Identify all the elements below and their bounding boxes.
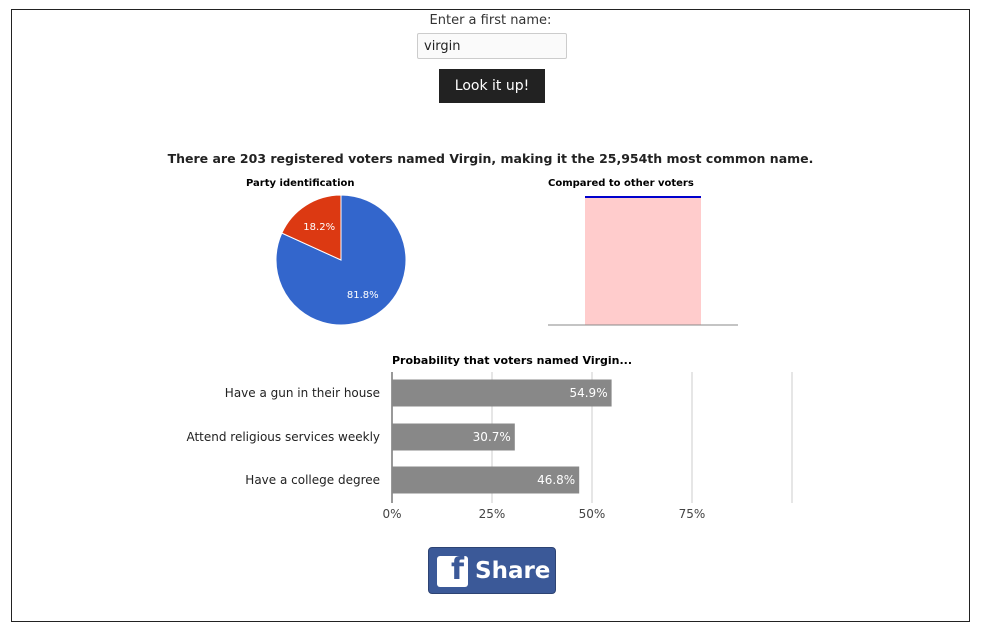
comparison-bar xyxy=(585,197,701,325)
facebook-share-button[interactable]: f Share xyxy=(428,547,556,594)
x-tick-label-3: 75% xyxy=(679,507,706,521)
prob-bar-0 xyxy=(392,379,612,407)
x-tick-label-0: 0% xyxy=(382,507,401,521)
x-tick-label-1: 25% xyxy=(479,507,506,521)
result-headline: There are 203 registered voters named Vi… xyxy=(167,151,814,166)
prob-bar-value-0: 54.9% xyxy=(569,386,607,400)
share-label: Share xyxy=(475,558,551,584)
pie-chart-title: Party identification xyxy=(246,178,355,189)
prob-category-label-1: Attend religious services weekly xyxy=(186,430,380,444)
prob-category-label-2: Have a college degree xyxy=(245,473,380,487)
prob-bar-2 xyxy=(392,466,580,494)
facebook-f-glyph: f xyxy=(450,552,464,587)
name-prompt-label: Enter a first name: xyxy=(429,13,552,28)
facebook-icon xyxy=(437,556,468,587)
prob-bar-value-1: 30.7% xyxy=(473,430,511,444)
pie-slice-0 xyxy=(275,194,407,326)
comparison-chart-title: Compared to other voters xyxy=(548,178,694,189)
first-name-input[interactable] xyxy=(417,33,567,59)
look-it-up-button[interactable]: Look it up! xyxy=(439,69,545,103)
page-frame xyxy=(11,9,970,622)
prob-bar-value-2: 46.8% xyxy=(537,473,575,487)
pie-slice-1 xyxy=(281,194,342,261)
prob-category-label-0: Have a gun in their house xyxy=(225,386,380,400)
x-tick-label-2: 50% xyxy=(579,507,606,521)
pie-slice-label-0: 81.8% xyxy=(347,290,379,301)
prob-bar-1 xyxy=(392,423,515,451)
pie-slice-label-1: 18.2% xyxy=(303,222,335,233)
probability-chart-title: Probability that voters named Virgin... xyxy=(392,354,633,367)
